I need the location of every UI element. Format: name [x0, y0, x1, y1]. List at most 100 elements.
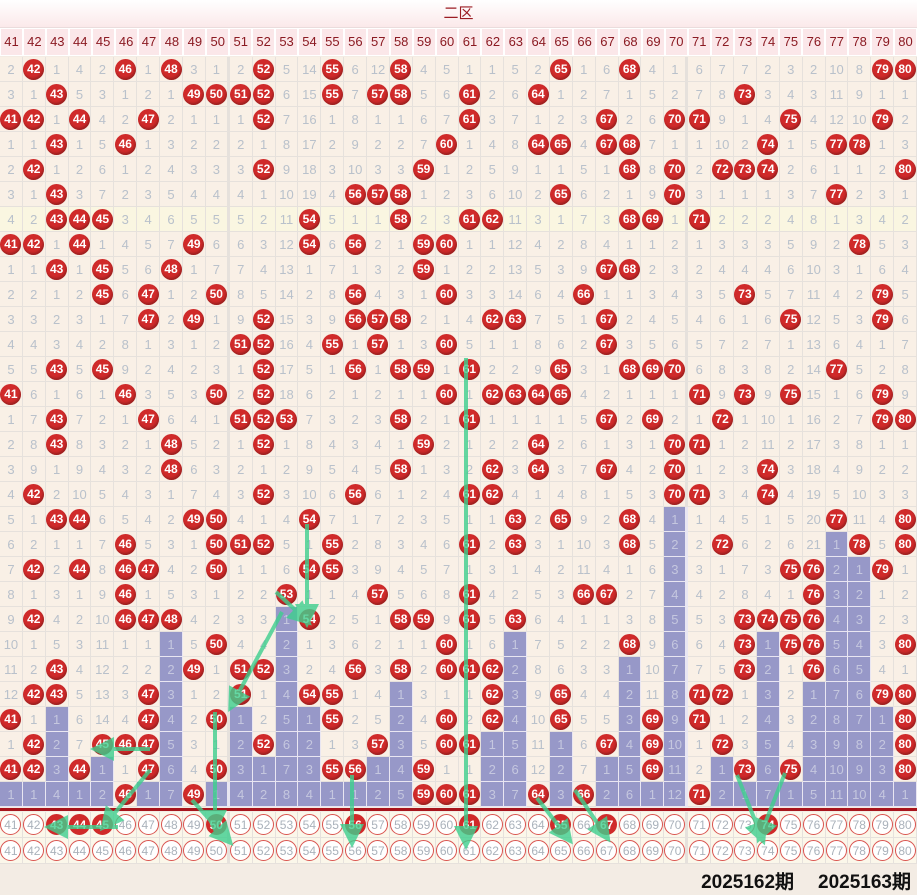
prediction-ball[interactable]: 68 [619, 814, 640, 835]
hit-ball: 59 [413, 258, 435, 280]
select-ball[interactable]: 61 [458, 840, 480, 861]
prediction-ball[interactable]: 75 [780, 814, 802, 835]
prediction-ball[interactable]: 77 [825, 814, 847, 835]
select-ball[interactable]: 55 [321, 840, 343, 861]
select-ball[interactable]: 76 [803, 840, 825, 861]
prediction-ball[interactable]: 74 [757, 814, 779, 835]
prediction-ball[interactable]: 53 [275, 814, 297, 835]
select-ball[interactable]: 54 [298, 840, 320, 861]
select-ball[interactable]: 60 [436, 840, 458, 861]
prediction-ball[interactable]: 51 [230, 814, 252, 835]
prediction-ball[interactable]: 54 [298, 814, 320, 835]
miss-count-cell: 9 [22, 457, 46, 482]
prediction-ball[interactable]: 70 [664, 814, 686, 835]
hit-cell: 49 [182, 232, 206, 257]
prediction-ball[interactable]: 62 [481, 814, 503, 835]
prediction-ball[interactable]: 79 [871, 814, 893, 835]
prediction-ball[interactable]: 58 [390, 814, 412, 835]
prediction-ball[interactable]: 45 [91, 814, 113, 835]
select-ball[interactable]: 49 [183, 840, 205, 861]
select-ball[interactable]: 51 [230, 840, 252, 861]
select-ball[interactable]: 64 [527, 840, 549, 861]
prediction-ball[interactable]: 76 [803, 814, 825, 835]
prediction-ball[interactable]: 65 [550, 814, 572, 835]
prediction-ball[interactable]: 61 [458, 814, 480, 835]
prediction-ball[interactable]: 59 [413, 814, 435, 835]
prediction-ball[interactable]: 78 [848, 814, 870, 835]
select-ball[interactable]: 43 [46, 840, 68, 861]
prediction-ball[interactable]: 56 [344, 814, 366, 835]
select-ball[interactable]: 75 [780, 840, 802, 861]
prediction-ball[interactable]: 49 [183, 814, 205, 835]
miss-count-cell: 9 [825, 732, 849, 757]
select-ball[interactable]: 52 [253, 840, 275, 861]
select-ball[interactable]: 80 [894, 840, 916, 861]
select-ball[interactable]: 44 [69, 840, 91, 861]
miss-count-cell: 8 [894, 357, 917, 382]
prediction-ball[interactable]: 63 [504, 814, 526, 835]
select-ball[interactable]: 48 [160, 840, 182, 861]
prediction-ball[interactable]: 52 [253, 814, 275, 835]
hit-ball: 61 [458, 208, 480, 230]
select-ball[interactable]: 67 [596, 840, 618, 861]
select-ball[interactable]: 59 [413, 840, 435, 861]
select-ball[interactable]: 77 [825, 840, 847, 861]
select-ball[interactable]: 41 [0, 840, 22, 861]
select-ball[interactable]: 66 [573, 840, 595, 861]
select-ball[interactable]: 58 [390, 840, 412, 861]
hit-cell: 68 [618, 57, 642, 82]
miss-count-cell: 4 [367, 432, 390, 457]
prediction-ball[interactable]: 72 [711, 814, 733, 835]
select-ball[interactable]: 72 [711, 840, 733, 861]
select-ball[interactable]: 42 [23, 840, 45, 861]
select-ball[interactable]: 71 [688, 840, 710, 861]
hit-ball: 61 [458, 358, 480, 380]
prediction-ball[interactable]: 60 [436, 814, 458, 835]
select-ball[interactable]: 56 [344, 840, 366, 861]
select-ball[interactable]: 46 [114, 840, 136, 861]
select-ball[interactable]: 69 [641, 840, 663, 861]
hit-ball: 61 [458, 658, 480, 680]
select-ball[interactable]: 68 [619, 840, 640, 861]
number-cell: 66 [572, 812, 596, 838]
hit-ball: 43 [46, 183, 68, 205]
prediction-ball[interactable]: 44 [69, 814, 91, 835]
select-ball[interactable]: 78 [848, 840, 870, 861]
select-ball[interactable]: 45 [91, 840, 113, 861]
miss-count-cell: 6 [779, 257, 803, 282]
prediction-ball[interactable]: 48 [160, 814, 182, 835]
prediction-ball[interactable]: 57 [367, 814, 389, 835]
prediction-ball[interactable]: 43 [46, 814, 68, 835]
prediction-ball[interactable]: 64 [527, 814, 549, 835]
miss-count-cell: 3 [0, 182, 23, 207]
prediction-ball[interactable]: 73 [734, 814, 756, 835]
select-ball[interactable]: 65 [550, 840, 572, 861]
prediction-ball[interactable]: 41 [0, 814, 22, 835]
miss-count-cell: 3 [182, 582, 206, 607]
prediction-ball[interactable]: 69 [641, 814, 663, 835]
miss-count-cell: 2 [481, 432, 505, 457]
miss-count-cell: 7 [160, 232, 183, 257]
prediction-ball[interactable]: 42 [23, 814, 45, 835]
prediction-ball[interactable]: 67 [596, 814, 618, 835]
select-ball[interactable]: 47 [137, 840, 159, 861]
prediction-ball[interactable]: 55 [321, 814, 343, 835]
select-ball[interactable]: 57 [367, 840, 389, 861]
select-ball[interactable]: 50 [205, 840, 227, 861]
prediction-ball[interactable]: 47 [137, 814, 159, 835]
select-ball[interactable]: 62 [481, 840, 503, 861]
prediction-ball[interactable]: 50 [205, 814, 227, 835]
select-ball[interactable]: 79 [871, 840, 893, 861]
select-ball[interactable]: 53 [275, 840, 297, 861]
prediction-ball[interactable]: 71 [688, 814, 710, 835]
select-ball[interactable]: 63 [504, 840, 526, 861]
prediction-ball[interactable]: 80 [894, 814, 916, 835]
miss-count-cell: 1 [114, 757, 138, 782]
prediction-ball[interactable]: 66 [573, 814, 595, 835]
miss-count-cell: 3 [894, 607, 917, 632]
prediction-ball[interactable]: 46 [114, 814, 136, 835]
select-ball[interactable]: 73 [734, 840, 756, 861]
select-ball[interactable]: 70 [664, 840, 686, 861]
miss-count-cell: 2 [91, 407, 115, 432]
select-ball[interactable]: 74 [757, 840, 779, 861]
